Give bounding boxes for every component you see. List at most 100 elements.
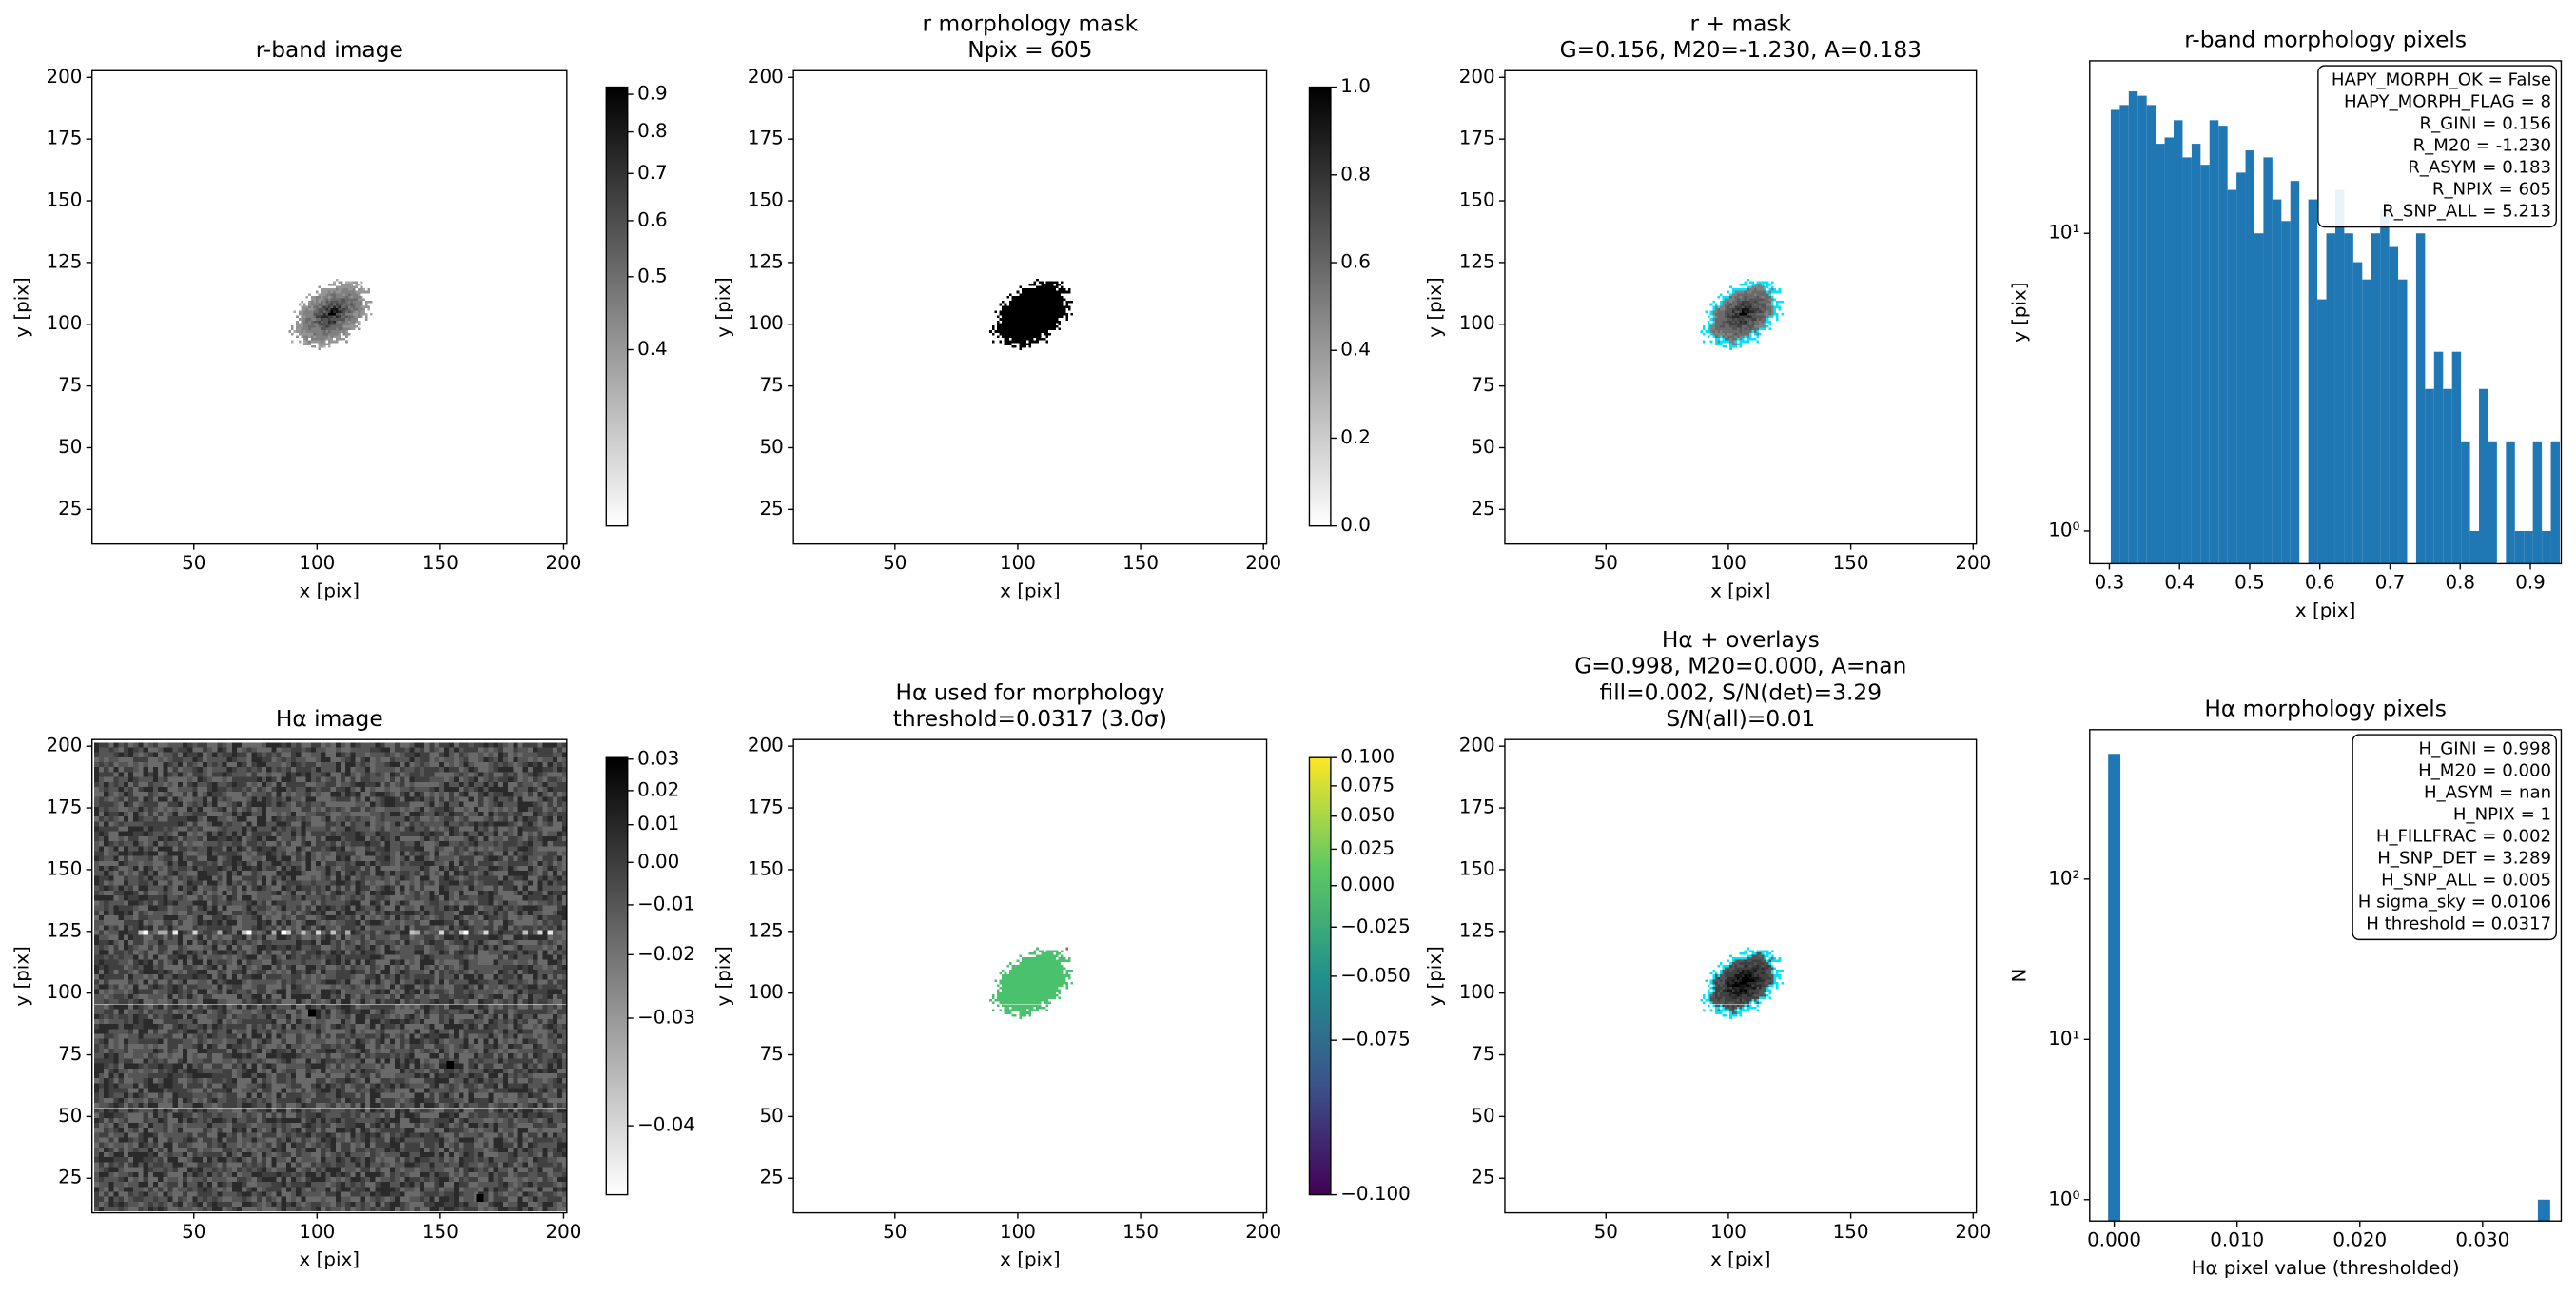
x-tick-label: 0.020 (2332, 1228, 2387, 1250)
panel: 50 100 150 200 25 50 75 100 125 150 175 200 Hα + ove… (1424, 627, 1991, 1270)
x-tick-label: 0.8 (2445, 572, 2475, 594)
image-pixels (313, 298, 353, 331)
bar (2524, 530, 2533, 564)
axes-frame (91, 69, 568, 545)
x-axis-label: x [pix] (1000, 579, 1060, 601)
image-pixels (1709, 283, 1774, 345)
bar (2326, 233, 2335, 564)
x-tick-label: 200 (1955, 552, 1991, 574)
y-tick-label: 50 (760, 1105, 784, 1127)
x-tick-label: 0.7 (2375, 572, 2406, 594)
bar (2433, 351, 2444, 564)
bar (2344, 233, 2353, 564)
annotation-line: R_SNP_ALL = 5.213 (2382, 201, 2551, 221)
image-pixels (1739, 310, 1747, 316)
x-tick-label: 100 (1000, 1221, 1036, 1243)
y-tick-label: 75 (1471, 374, 1494, 396)
image-pixels (288, 281, 373, 351)
bar (2461, 441, 2470, 564)
x-tick-label: 200 (1245, 552, 1281, 574)
colorbar-tick-label: 0.8 (1340, 163, 1371, 185)
bar (2451, 351, 2462, 564)
image-pixels (327, 310, 336, 316)
panel-title: G=0.998, M20=0.000, A=nan (1574, 654, 1906, 679)
x-tick-label: 150 (422, 552, 459, 574)
y-tick-label: 25 (1471, 498, 1494, 520)
x-tick-label: 100 (299, 552, 335, 574)
image-pixels (291, 278, 373, 348)
bar (2236, 172, 2246, 564)
colorbar-tick-label: 0.02 (637, 778, 679, 800)
annotation-box (2317, 65, 2557, 228)
colorbar-tick-label: −0.100 (1340, 1183, 1411, 1205)
y-tick-label: 75 (58, 374, 82, 396)
annotation-line: R_ASYM = 0.183 (2408, 158, 2551, 178)
x-axis-label: x [pix] (1000, 1248, 1060, 1270)
bar (2514, 530, 2525, 564)
bar (2200, 165, 2210, 564)
x-tick-label: 150 (422, 1221, 459, 1243)
y-tick-label: 150 (1459, 189, 1495, 211)
bar (2550, 441, 2560, 564)
x-tick-label: 50 (883, 1221, 907, 1243)
y-tick-label: 100 (748, 981, 784, 1003)
y-tick-label: 125 (46, 250, 82, 272)
x-tick-label: 50 (883, 552, 907, 574)
colorbar-tick-label: 0.0 (1340, 514, 1371, 536)
colorbar-tick-label: 1.0 (1340, 75, 1371, 97)
colorbar-tick-label: 0.00 (637, 851, 679, 873)
y-axis-label: y [pix] (1424, 946, 1446, 1006)
y-axis-label: y [pix] (11, 946, 33, 1006)
bar (2380, 209, 2390, 564)
axes-frame (91, 738, 568, 1214)
colorbar-tick-label: 0.8 (637, 120, 668, 142)
panel: 0.000 0.010 0.020 0.030 10⁰ 10¹ 10² Hα morpholo… (2009, 697, 2563, 1279)
y-tick-label: 25 (58, 498, 82, 520)
y-tick-label: 25 (760, 498, 784, 520)
y-tick-label: 50 (58, 436, 82, 458)
y-tick-label: 150 (748, 857, 784, 879)
annotation-line: R_NPIX = 605 (2432, 180, 2551, 200)
y-tick-label: 175 (1459, 796, 1495, 818)
axes-frame (792, 738, 1268, 1214)
panel-title: r + mask (1690, 10, 1792, 36)
bar (2209, 120, 2219, 564)
bar (2137, 95, 2147, 564)
x-tick-label: 200 (546, 1221, 582, 1243)
x-tick-label: 50 (1594, 552, 1618, 574)
colorbar-tick-label: 0.6 (637, 208, 668, 230)
colorbar-tick-label: 0.7 (637, 162, 668, 184)
bar (2415, 233, 2426, 564)
annotation-box (2352, 734, 2557, 941)
x-tick-label: 0.5 (2234, 572, 2265, 594)
bar (2254, 233, 2264, 564)
annotation-line: H threshold = 0.0317 (2366, 913, 2551, 933)
x-axis-label: Hα pixel value (thresholded) (2192, 1257, 2460, 1279)
y-tick-label: 150 (46, 857, 82, 879)
colorbar-tick-label: 0.03 (637, 747, 679, 769)
bar (2425, 388, 2434, 564)
annotation-line: H_GINI = 0.998 (2419, 739, 2552, 759)
y-tick-label: 75 (760, 1043, 784, 1065)
x-tick-label: 150 (1122, 552, 1159, 574)
image-pixels (138, 930, 528, 935)
x-tick-label: 150 (1122, 1221, 1159, 1243)
image-pixels (315, 303, 346, 328)
bar (2191, 144, 2201, 564)
x-axis-label: x [pix] (300, 1248, 360, 1270)
bar (2469, 530, 2480, 564)
y-tick-label: 200 (748, 735, 784, 756)
x-tick-label: 200 (546, 552, 582, 574)
colorbar (1308, 756, 1332, 1196)
panel-title: fill=0.002, S/N(det)=3.29 (1600, 679, 1883, 705)
y-tick-label: 25 (760, 1167, 784, 1188)
x-tick-label: 0.6 (2305, 572, 2335, 594)
colorbar-tick-label: 0.000 (1340, 874, 1395, 895)
x-tick-label: 100 (299, 1221, 335, 1243)
panel-title: Hα image (276, 706, 383, 732)
y-tick-label: 50 (760, 436, 784, 458)
y-tick-label: 175 (748, 796, 784, 818)
colorbar-tick-label: −0.025 (1340, 915, 1411, 937)
